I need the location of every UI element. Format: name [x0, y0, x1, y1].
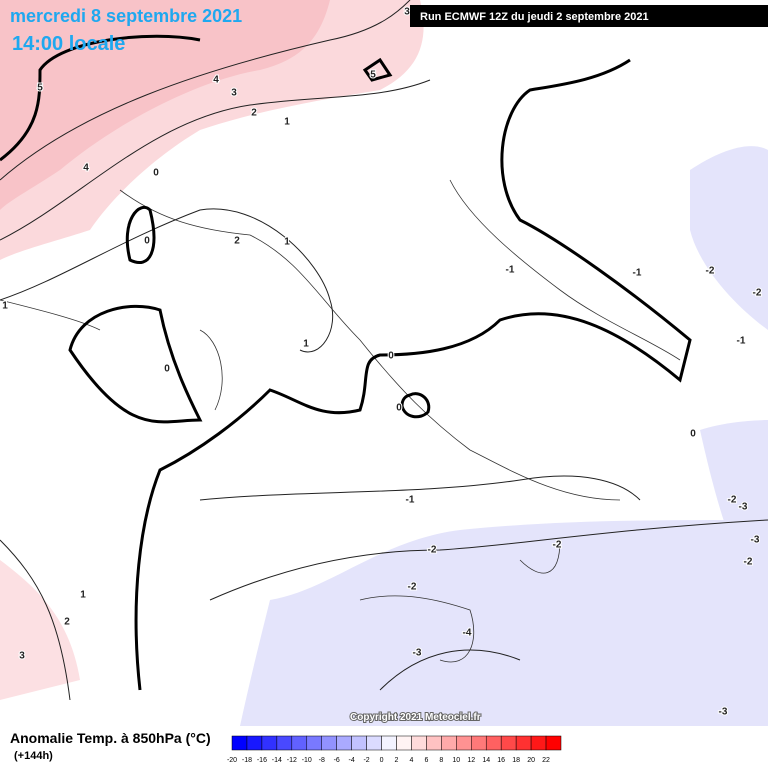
- contour-label: 0: [396, 403, 402, 414]
- colorbar-tick-label: 12: [467, 757, 475, 764]
- contour-label: 2: [234, 236, 240, 247]
- contour-label: 4: [83, 163, 89, 174]
- colorbar-tick-label: -4: [349, 757, 355, 764]
- contour-label: 0: [153, 168, 159, 179]
- colorbar-tick-label: -12: [287, 757, 297, 764]
- colorbar-box: [396, 735, 412, 751]
- coastlines: [0, 179, 681, 663]
- colorbar-box: [276, 735, 293, 751]
- colorbar-box: [471, 735, 487, 751]
- colorbar-box: [530, 735, 547, 751]
- colorbar-box: [336, 735, 352, 751]
- contour-label: 5: [37, 83, 43, 94]
- contour-label: 0: [690, 429, 696, 440]
- warm-area-strong: [0, 0, 330, 210]
- colorbar-box: [261, 735, 278, 751]
- run-banner: [410, 5, 768, 27]
- contour-label: -2: [728, 495, 737, 506]
- colorbar-box: [381, 735, 397, 751]
- colorbar-box: [246, 735, 263, 751]
- colorbar-tick-label: 8: [439, 757, 443, 764]
- colorbar-box: [366, 735, 382, 751]
- contour-label: 3: [231, 88, 237, 99]
- contour-label: 0: [388, 351, 394, 362]
- contour-label: -1: [406, 495, 415, 506]
- contour-label: 0: [164, 364, 170, 375]
- isotherms: [0, 0, 768, 701]
- contour-label: -2: [744, 557, 753, 568]
- forecast-time: 14:00 locale: [12, 33, 125, 55]
- colorbar-box: [545, 735, 562, 751]
- warm-area-sw: [0, 560, 80, 700]
- cold-area-east: [690, 146, 768, 330]
- colorbar-box: [426, 735, 442, 751]
- colorbar-tick-label: 4: [410, 757, 414, 764]
- colorbar-tick-label: 22: [542, 757, 550, 764]
- zero-isotherms: [0, 34, 692, 691]
- contour-label: -2: [753, 288, 762, 299]
- colorbar-box: [321, 735, 337, 751]
- colorbar-box: [515, 735, 532, 751]
- contour-label: -1: [506, 265, 515, 276]
- contour-label: -2: [706, 266, 715, 277]
- colorbar-box: [306, 735, 322, 751]
- contour-label: 3: [19, 651, 25, 662]
- contour-label: -4: [463, 628, 472, 639]
- contour-label: 2: [251, 108, 257, 119]
- colorbar-box: [500, 735, 517, 751]
- colorbar-box: [231, 735, 248, 751]
- colorbar-tick-label: -6: [334, 757, 340, 764]
- legend-title: Anomalie Temp. à 850hPa (°C): [10, 730, 211, 746]
- contour-label: -3: [739, 502, 748, 513]
- contour-label: 5: [370, 70, 376, 81]
- copyright: Copyright 2021 Meteociel.fr: [350, 712, 481, 723]
- contour-label: 4: [213, 75, 219, 86]
- colorbar-tick-label: 6: [424, 757, 428, 764]
- colorbar-tick-label: -14: [272, 757, 282, 764]
- colorbar-tick-label: -8: [319, 757, 325, 764]
- legend-lead: (+144h): [14, 750, 53, 762]
- colorbar-tick-label: 16: [497, 757, 505, 764]
- contour-label: 1: [80, 590, 86, 601]
- contour-label: 3: [404, 7, 410, 18]
- cold-area-south: [240, 520, 768, 726]
- contour-label: 1: [2, 301, 8, 312]
- contour-label: -2: [553, 540, 562, 551]
- colorbar-tick-label: -2: [363, 757, 369, 764]
- colorbar-box: [485, 735, 502, 751]
- contour-label: 0: [144, 236, 150, 247]
- contour-label: -3: [719, 707, 728, 718]
- contour-label: -3: [413, 648, 422, 659]
- colorbar-tick-label: 2: [395, 757, 399, 764]
- forecast-date: mercredi 8 septembre 2021: [10, 6, 242, 26]
- colorbar-tick-label: 14: [482, 757, 490, 764]
- colorbar-tick-label: 0: [380, 757, 384, 764]
- contour-label: -2: [428, 545, 437, 556]
- colorbar-box: [411, 735, 427, 751]
- contour-label: 1: [284, 117, 290, 128]
- contour-label: -1: [737, 336, 746, 347]
- cold-area-greece: [700, 420, 768, 600]
- colorbar-tick-label: 10: [452, 757, 460, 764]
- contour-label: -2: [408, 582, 417, 593]
- contour-label: 2: [64, 617, 70, 628]
- colorbar-box: [456, 735, 472, 751]
- colorbar-tick-label: -20: [227, 757, 237, 764]
- contour-label: -1: [633, 268, 642, 279]
- colorbar-box: [351, 735, 367, 751]
- colorbar-tick-label: -16: [257, 757, 267, 764]
- contour-label: 1: [284, 237, 290, 248]
- colorbar-tick-label: 18: [512, 757, 520, 764]
- colorbar-tick-label: -10: [302, 757, 312, 764]
- run-info: Run ECMWF 12Z du jeudi 2 septembre 2021: [420, 11, 649, 23]
- colorbar-tick-label: -18: [242, 757, 252, 764]
- contour-label: 1: [303, 339, 309, 350]
- colorbar-box: [291, 735, 308, 751]
- colorbar-box: [441, 735, 457, 751]
- contour-label: -3: [751, 535, 760, 546]
- colorbar-tick-label: 20: [527, 757, 535, 764]
